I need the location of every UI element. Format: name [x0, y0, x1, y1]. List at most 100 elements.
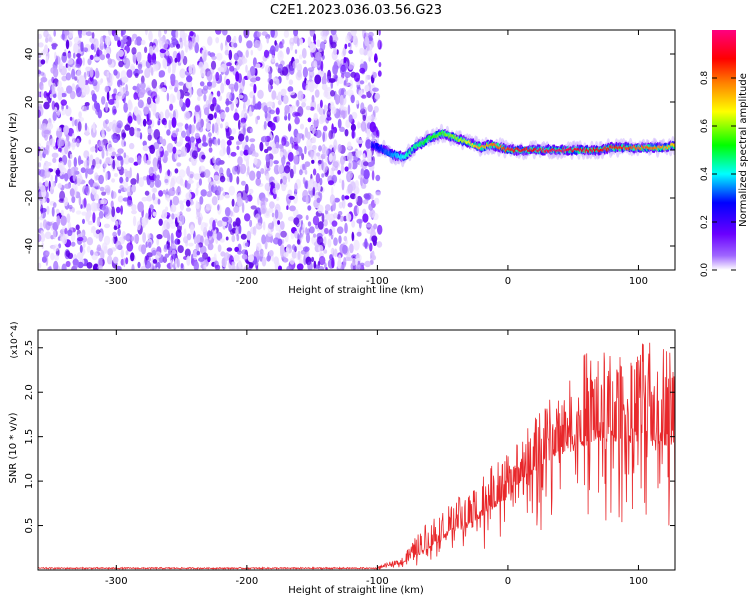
noise-speckle — [333, 212, 339, 219]
noise-speckle — [130, 65, 136, 72]
noise-speckle — [108, 147, 115, 152]
noise-speckle — [252, 94, 256, 106]
noise-speckle — [224, 121, 229, 129]
noise-speckle — [297, 90, 304, 101]
noise-speckle — [326, 87, 332, 92]
noise-speckle — [357, 260, 361, 265]
noise-speckle — [145, 254, 149, 261]
noise-speckle — [73, 52, 76, 59]
noise-speckle — [355, 100, 359, 105]
noise-speckle — [98, 140, 105, 151]
noise-speckle — [199, 245, 207, 255]
noise-speckle — [265, 173, 270, 179]
noise-speckle — [133, 161, 139, 166]
noise-speckle — [203, 93, 207, 102]
noise-speckle — [126, 242, 134, 252]
noise-speckle — [40, 199, 43, 206]
noise-speckle — [45, 33, 52, 42]
noise-speckle — [65, 260, 71, 268]
noise-speckle — [256, 31, 262, 37]
colorbar-gradient — [712, 30, 736, 270]
noise-speckle — [136, 83, 141, 93]
noise-speckle — [179, 135, 184, 145]
noise-speckle — [248, 188, 254, 194]
noise-speckle — [270, 30, 275, 38]
noise-speckle — [284, 165, 291, 174]
noise-speckle — [152, 265, 155, 270]
spectrogram-x-axis-label: Height of straight line (km) — [288, 285, 424, 296]
noise-speckle — [243, 149, 249, 156]
noise-speckle — [93, 38, 99, 49]
noise-speckle — [309, 30, 315, 37]
noise-speckle — [219, 175, 226, 183]
noise-speckle — [207, 36, 213, 46]
noise-speckle — [203, 169, 211, 178]
noise-speckle — [238, 119, 241, 130]
y-tick-label: -40 — [24, 238, 35, 254]
noise-speckle — [100, 78, 104, 84]
noise-speckle — [225, 100, 233, 105]
noise-speckle — [279, 220, 285, 230]
noise-speckle — [171, 38, 178, 46]
colorbar-tick-label: 0.4 — [700, 167, 710, 182]
noise-speckle — [257, 89, 264, 99]
noise-speckle — [216, 231, 223, 241]
noise-speckle — [38, 119, 42, 130]
noise-speckle — [199, 196, 204, 205]
noise-speckle — [273, 160, 279, 165]
noise-speckle — [341, 179, 345, 191]
noise-speckle — [299, 123, 305, 130]
noise-speckle — [304, 169, 308, 175]
noise-speckle — [257, 196, 260, 206]
noise-speckle — [68, 30, 74, 39]
noise-speckle — [56, 127, 62, 132]
noise-speckle — [95, 49, 103, 57]
noise-speckle — [269, 201, 275, 209]
noise-speckle — [105, 150, 109, 157]
noise-speckle — [279, 151, 284, 158]
y-tick-label: 20 — [24, 96, 35, 109]
noise-speckle — [82, 218, 85, 225]
noise-speckle — [271, 212, 275, 218]
noise-speckle — [92, 182, 99, 187]
noise-speckle — [342, 155, 346, 163]
noise-speckle — [172, 195, 180, 206]
noise-speckle — [264, 64, 271, 73]
noise-speckle — [262, 221, 266, 231]
noise-speckle — [313, 113, 318, 121]
noise-speckle — [65, 39, 70, 50]
noise-speckle — [61, 263, 67, 270]
noise-speckle — [55, 208, 60, 215]
noise-speckle — [225, 78, 231, 86]
noise-speckle — [281, 66, 289, 76]
noise-speckle — [144, 261, 152, 269]
noise-speckle — [309, 226, 315, 234]
noise-speckle — [179, 202, 185, 211]
noise-speckle — [337, 76, 344, 84]
noise-speckle — [207, 256, 211, 263]
y-tick-label: 2.0 — [24, 384, 35, 400]
noise-speckle — [183, 91, 190, 97]
noise-speckle — [245, 196, 249, 204]
noise-speckle — [185, 199, 191, 207]
noise-speckle — [83, 197, 87, 208]
noise-speckle — [115, 240, 122, 250]
noise-speckle — [117, 40, 121, 48]
noise-speckle — [42, 219, 48, 229]
noise-speckle — [64, 227, 68, 235]
noise-speckle — [370, 160, 376, 167]
noise-speckle — [205, 203, 212, 211]
noise-speckle — [240, 117, 247, 124]
noise-speckle — [226, 247, 233, 252]
noise-speckle — [215, 71, 220, 82]
noise-speckle — [194, 132, 200, 139]
noise-speckle — [264, 182, 271, 192]
noise-speckle — [176, 128, 179, 133]
noise-speckle — [143, 106, 150, 115]
noise-speckle — [148, 110, 151, 120]
noise-speckle — [202, 134, 207, 144]
noise-speckle — [210, 103, 215, 112]
noise-speckle — [191, 253, 194, 263]
figure-title: C2E1.2023.036.03.56.G23 — [270, 3, 442, 18]
snr-x-ticks: -300 -200 -100 0 100 — [105, 330, 648, 587]
